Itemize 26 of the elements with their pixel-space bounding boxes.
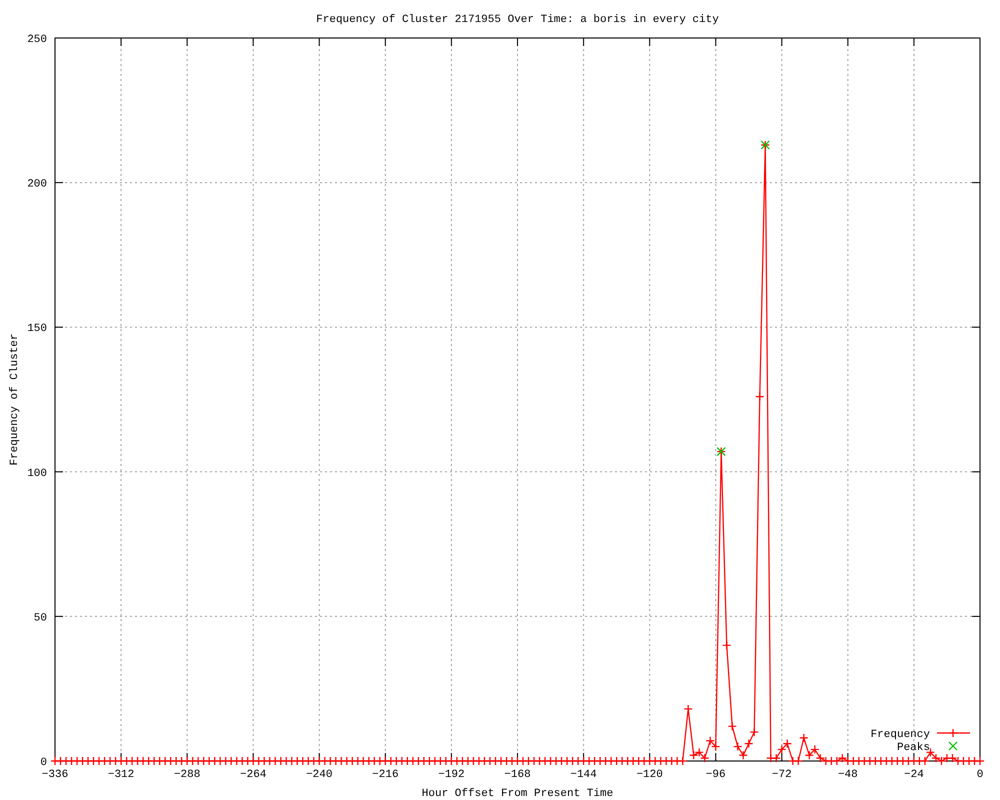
y-axis-title: Frequency of Cluster [9,333,21,466]
y-tick-label: 200 [27,178,47,191]
x-tick-label: −72 [772,769,792,781]
y-tick-label: 100 [27,468,47,480]
y-tick-label: 0 [40,757,47,769]
x-tick-label: −216 [372,769,399,781]
x-tick-label: 0 [976,769,984,781]
x-tick-label: −96 [706,769,726,781]
y-tick-label: 50 [34,612,47,624]
x-tick-label: −48 [838,769,858,781]
x-tick-label: −312 [108,769,134,781]
x-tick-label: −240 [306,769,332,781]
chart-title: Frequency of Cluster 2171955 Over Time: a boris in every city [316,14,720,26]
x-axis-title: Hour Offset From Present Time [422,788,614,800]
x-tick-label: −264 [240,769,267,781]
y-tick-label: 150 [27,323,47,336]
x-tick-label: −192 [438,769,465,781]
x-tick-label: −168 [504,769,531,781]
x-tick-label: −144 [570,769,598,781]
legend-label: Peaks [896,742,930,754]
x-tick-label: −120 [636,769,663,781]
y-tick-label: 250 [27,34,47,46]
legend-label: Frequency [870,729,930,741]
x-tick-label: −288 [174,769,200,781]
x-tick-label: −24 [904,769,924,781]
x-tick-label: −336 [42,769,68,781]
